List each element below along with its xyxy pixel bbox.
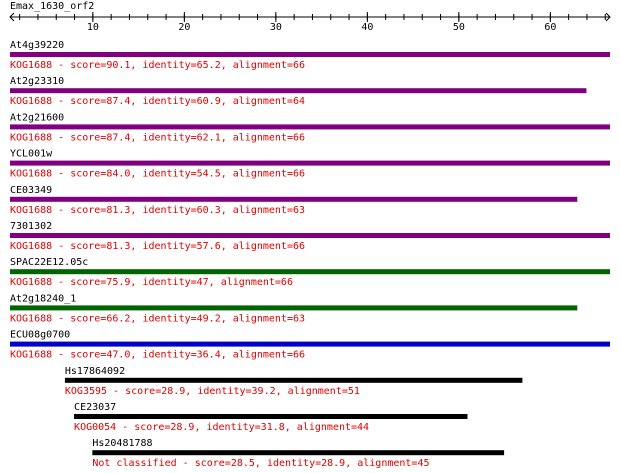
hit-description[interactable]: KOG0054 - score=28.9, identity=31.8, ali… [74,422,369,433]
ruler-right-arrow [605,12,611,22]
hit-row: At2g18240_1 KOG1688 - score=66.2, identit… [10,293,578,324]
hit-description[interactable]: KOG1688 - score=84.0, identity=54.5, ali… [10,169,305,180]
position-ruler: 10 20 30 40 50 60 [9,12,611,33]
hit-row: CE03349 KOG1688 - score=81.3, identity=60… [10,185,578,216]
hit-row: SPAC22E12.05c KOG1688 - score=75.9, ident… [10,257,610,288]
hit-bar[interactable] [10,196,578,202]
hit-row: Hs17864092 KOG3595 - score=28.9, identity… [64,366,523,397]
ruler-tick-label: 60 [544,22,556,33]
ruler-tick-label: 10 [87,22,99,33]
ruler-left-arrow [9,12,15,22]
hit-bar[interactable] [10,233,610,238]
hit-row: 7301302 KOG1688 - score=81.3, identity=57… [10,221,610,252]
hit-name[interactable]: Hs20481788 [92,438,152,449]
hit-bar[interactable] [10,305,578,311]
hit-name[interactable]: ECU08g0700 [10,330,70,341]
hit-row: ECU08g0700 KOG1688 - score=47.0, identity… [10,330,610,361]
hit-row: Hs20481788 Not classified - score=28.5, i… [92,438,505,469]
hit-name[interactable]: YCL001w [10,149,53,160]
hit-bar[interactable] [10,88,587,94]
hit-row: YCL001w KOG1688 - score=84.0, identity=54… [10,149,610,180]
hit-row: CE23037 KOG0054 - score=28.9, identity=31… [74,402,468,433]
hit-bar[interactable] [74,414,468,419]
hit-name[interactable]: CE03349 [10,185,52,196]
hit-description[interactable]: KOG1688 - score=66.2, identity=49.2, ali… [10,313,305,324]
hit-row: At2g21600 KOG1688 - score=87.4, identity=… [10,112,610,143]
hit-name[interactable]: At2g21600 [10,112,64,123]
hit-name[interactable]: 7301302 [10,221,52,232]
hit-description[interactable]: Not classified - score=28.5, identity=28… [92,458,429,469]
hit-bar[interactable] [92,450,505,456]
hit-name[interactable]: At2g18240_1 [10,293,76,304]
hit-list: At4g39220 KOG1688 - score=90.1, identity=… [10,40,610,469]
ruler-tick-label: 50 [453,22,465,33]
ruler-tick-label: 40 [361,22,373,33]
hit-name[interactable]: SPAC22E12.05c [10,257,88,268]
hit-description[interactable]: KOG3595 - score=28.9, identity=39.2, ali… [65,386,360,397]
ruler-tick-label: 30 [270,22,282,33]
hit-row: At4g39220 KOG1688 - score=90.1, identity=… [10,40,610,71]
hit-name[interactable]: At4g39220 [10,40,64,51]
hit-bar[interactable] [10,124,610,130]
hit-description[interactable]: KOG1688 - score=75.9, identity=47, align… [10,277,293,288]
hit-description[interactable]: KOG1688 - score=81.3, identity=57.6, ali… [10,241,305,252]
hit-row: At2g23310 KOG1688 - score=87.4, identity=… [10,76,587,107]
hit-description[interactable]: KOG1688 - score=81.3, identity=60.3, ali… [10,205,305,216]
ruler-tick-label: 20 [178,22,190,33]
hit-description[interactable]: KOG1688 - score=87.4, identity=62.1, ali… [10,132,305,143]
hit-bar[interactable] [10,52,610,57]
hit-name[interactable]: CE23037 [74,402,116,413]
hit-name[interactable]: Hs17864092 [65,366,125,377]
hit-description[interactable]: KOG1688 - score=47.0, identity=36.4, ali… [10,350,305,361]
query-title: Emax_1630_orf2 [10,1,94,12]
hit-bar[interactable] [10,269,610,275]
hit-description[interactable]: KOG1688 - score=87.4, identity=60.9, ali… [10,96,305,107]
hit-bar[interactable] [64,377,523,383]
hit-description[interactable]: KOG1688 - score=90.1, identity=65.2, ali… [10,60,305,71]
hit-bar[interactable] [10,341,610,347]
hit-bar[interactable] [10,160,610,166]
hit-name[interactable]: At2g23310 [10,76,64,87]
